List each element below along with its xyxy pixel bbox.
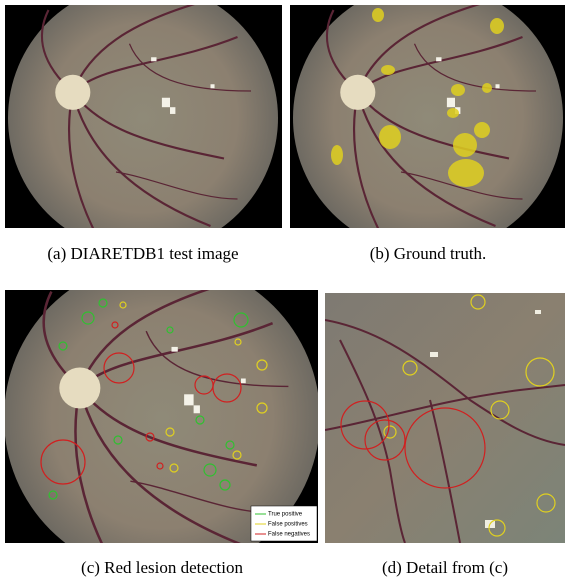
legend-label: True positive	[268, 512, 303, 518]
panel-a	[5, 0, 282, 253]
legend-label: False positives	[268, 522, 308, 528]
caption: (a) DIARETDB1 test image	[47, 244, 238, 263]
legend: True positive False positives False nega…	[251, 506, 317, 541]
panel-c: True positive False positives False nega…	[4, 260, 320, 576]
panel-d	[325, 293, 565, 543]
panel-b	[290, 0, 565, 253]
caption: (d) Detail from (c)	[382, 558, 508, 577]
figure: True positive False positives False nega…	[0, 0, 565, 581]
caption: (c) Red lesion detection	[81, 558, 243, 577]
legend-label: False negatives	[268, 532, 310, 538]
caption: (b) Ground truth.	[370, 244, 487, 263]
